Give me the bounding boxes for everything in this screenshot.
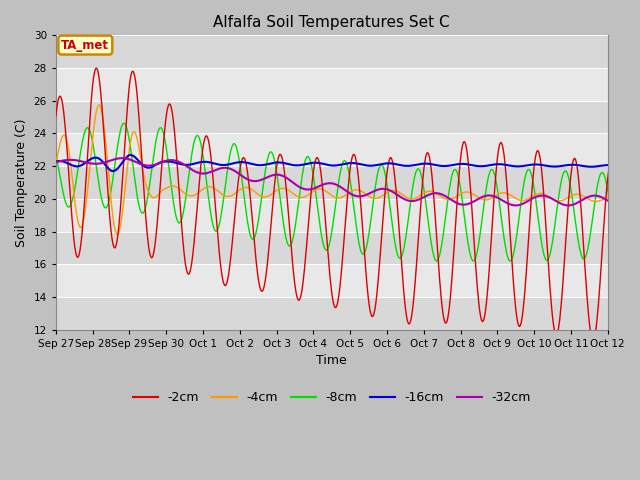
- -8cm: [506, 258, 514, 264]
- -16cm: [109, 168, 116, 174]
- -2cm: [412, 271, 420, 277]
- -4cm: [52, 160, 60, 166]
- -16cm: [445, 163, 453, 168]
- -4cm: [413, 195, 420, 201]
- -2cm: [445, 309, 452, 314]
- Bar: [56, 133, 608, 166]
- -32cm: [412, 198, 420, 204]
- -32cm: [52, 159, 60, 165]
- -2cm: [230, 222, 237, 228]
- -8cm: [445, 190, 452, 196]
- -4cm: [231, 191, 239, 197]
- -2cm: [282, 177, 289, 182]
- Title: Alfalfa Soil Temperatures Set C: Alfalfa Soil Temperatures Set C: [214, 15, 450, 30]
- Line: -2cm: -2cm: [56, 68, 640, 341]
- Line: -16cm: -16cm: [56, 155, 640, 171]
- Bar: [56, 68, 608, 101]
- -16cm: [260, 162, 268, 168]
- Line: -32cm: -32cm: [56, 158, 640, 205]
- -8cm: [120, 120, 128, 126]
- -16cm: [122, 156, 129, 161]
- X-axis label: Time: Time: [316, 354, 347, 367]
- -32cm: [259, 176, 267, 182]
- -2cm: [626, 338, 634, 344]
- -16cm: [52, 158, 60, 164]
- Bar: [56, 36, 608, 68]
- Line: -4cm: -4cm: [56, 105, 640, 234]
- -8cm: [230, 141, 237, 146]
- -32cm: [445, 195, 452, 201]
- -2cm: [122, 128, 129, 134]
- Bar: [56, 297, 608, 330]
- -8cm: [412, 169, 420, 175]
- -2cm: [93, 65, 100, 71]
- -32cm: [122, 156, 129, 161]
- -2cm: [52, 113, 60, 119]
- -4cm: [445, 196, 453, 202]
- -8cm: [122, 122, 129, 128]
- -16cm: [413, 162, 420, 168]
- Text: TA_met: TA_met: [61, 38, 109, 51]
- -16cm: [231, 160, 239, 166]
- -8cm: [52, 152, 60, 158]
- -4cm: [282, 186, 290, 192]
- -32cm: [118, 156, 125, 161]
- Bar: [56, 199, 608, 231]
- -8cm: [259, 184, 267, 190]
- -16cm: [282, 161, 290, 167]
- Bar: [56, 101, 608, 133]
- -32cm: [230, 168, 237, 173]
- Legend: -2cm, -4cm, -8cm, -16cm, -32cm: -2cm, -4cm, -8cm, -16cm, -32cm: [127, 386, 536, 409]
- -32cm: [617, 203, 625, 208]
- Line: -8cm: -8cm: [56, 123, 640, 261]
- -16cm: [127, 152, 134, 158]
- -4cm: [95, 102, 102, 108]
- Bar: [56, 166, 608, 199]
- -2cm: [259, 287, 267, 293]
- Y-axis label: Soil Temperature (C): Soil Temperature (C): [15, 118, 28, 247]
- -4cm: [113, 231, 121, 237]
- -32cm: [282, 174, 289, 180]
- Bar: [56, 264, 608, 297]
- Bar: [56, 231, 608, 264]
- -4cm: [123, 173, 131, 179]
- -4cm: [260, 194, 268, 200]
- -8cm: [282, 232, 289, 238]
